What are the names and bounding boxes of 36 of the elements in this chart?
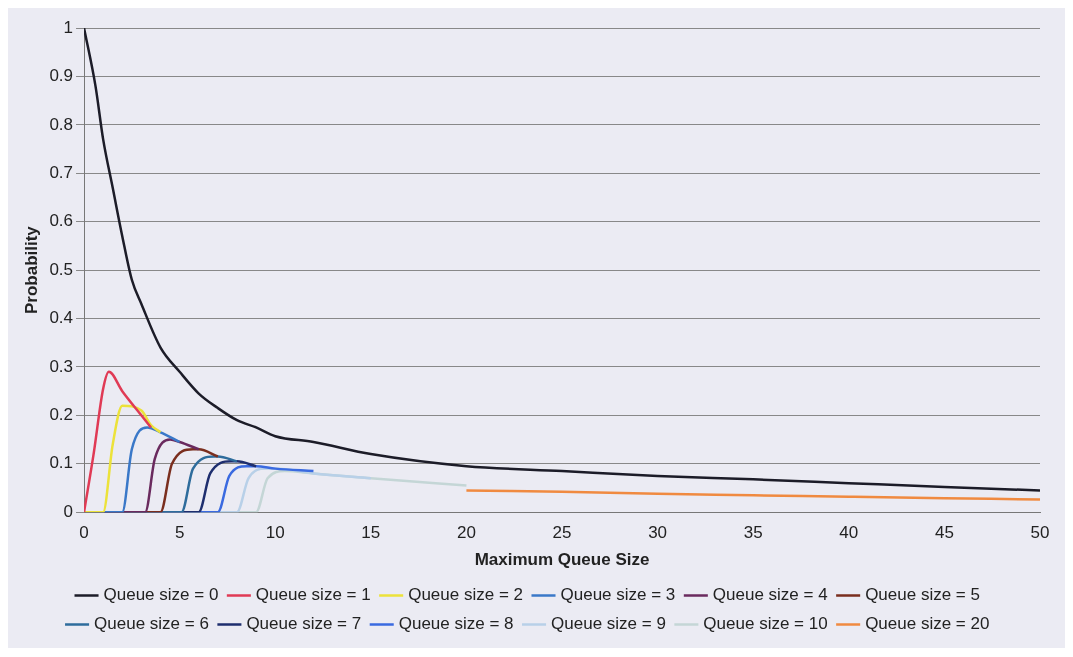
x-tick-label: 10 (265, 523, 285, 543)
legend-label: Queue size = 8 (398, 614, 514, 634)
legend-label: Queue size = 10 (703, 614, 828, 634)
legend-label: Queue size = 5 (865, 585, 980, 605)
y-tick-label: 0.2 (49, 405, 74, 425)
x-tick-label: 5 (174, 523, 185, 543)
legend-label: Queue size = 4 (712, 585, 828, 605)
y-tick-label: 0.9 (49, 66, 74, 86)
y-tick-label: 0.6 (49, 211, 74, 231)
legend-label: Queue size = 6 (94, 614, 209, 634)
legend-label: Queue size = 7 (246, 614, 362, 634)
legend-label: Queue size = 3 (560, 585, 676, 605)
x-tick-label: 15 (361, 523, 381, 543)
y-tick-label: 1 (63, 17, 74, 37)
x-tick-label: 0 (79, 523, 89, 543)
x-tick-label: 45 (934, 523, 954, 543)
y-tick-label: 0.3 (49, 356, 74, 376)
x-tick-label: 35 (743, 523, 763, 543)
x-tick-label: 40 (839, 523, 859, 543)
y-tick-label: 0.4 (49, 308, 74, 328)
y-axis-title: Probability (21, 225, 41, 315)
x-axis-title: Maximum Queue Size (474, 550, 650, 570)
legend-label: Queue size = 9 (551, 614, 666, 634)
x-tick-label: 30 (648, 523, 668, 543)
y-tick-label: 0.1 (49, 453, 74, 473)
x-tick-label: 25 (552, 523, 572, 543)
y-tick-label: 0.5 (49, 259, 74, 279)
y-tick-label: 0 (63, 501, 74, 521)
legend-label: Queue size = 1 (255, 585, 371, 605)
x-tick-label: 50 (1030, 523, 1050, 543)
y-tick-label: 0.7 (49, 162, 74, 182)
y-tick-label: 0.8 (49, 114, 74, 134)
x-tick-label: 20 (456, 523, 476, 543)
legend-label: Queue size = 20 (865, 614, 990, 634)
legend-label: Queue size = 0 (103, 585, 219, 605)
legend-label: Queue size = 2 (408, 585, 523, 605)
